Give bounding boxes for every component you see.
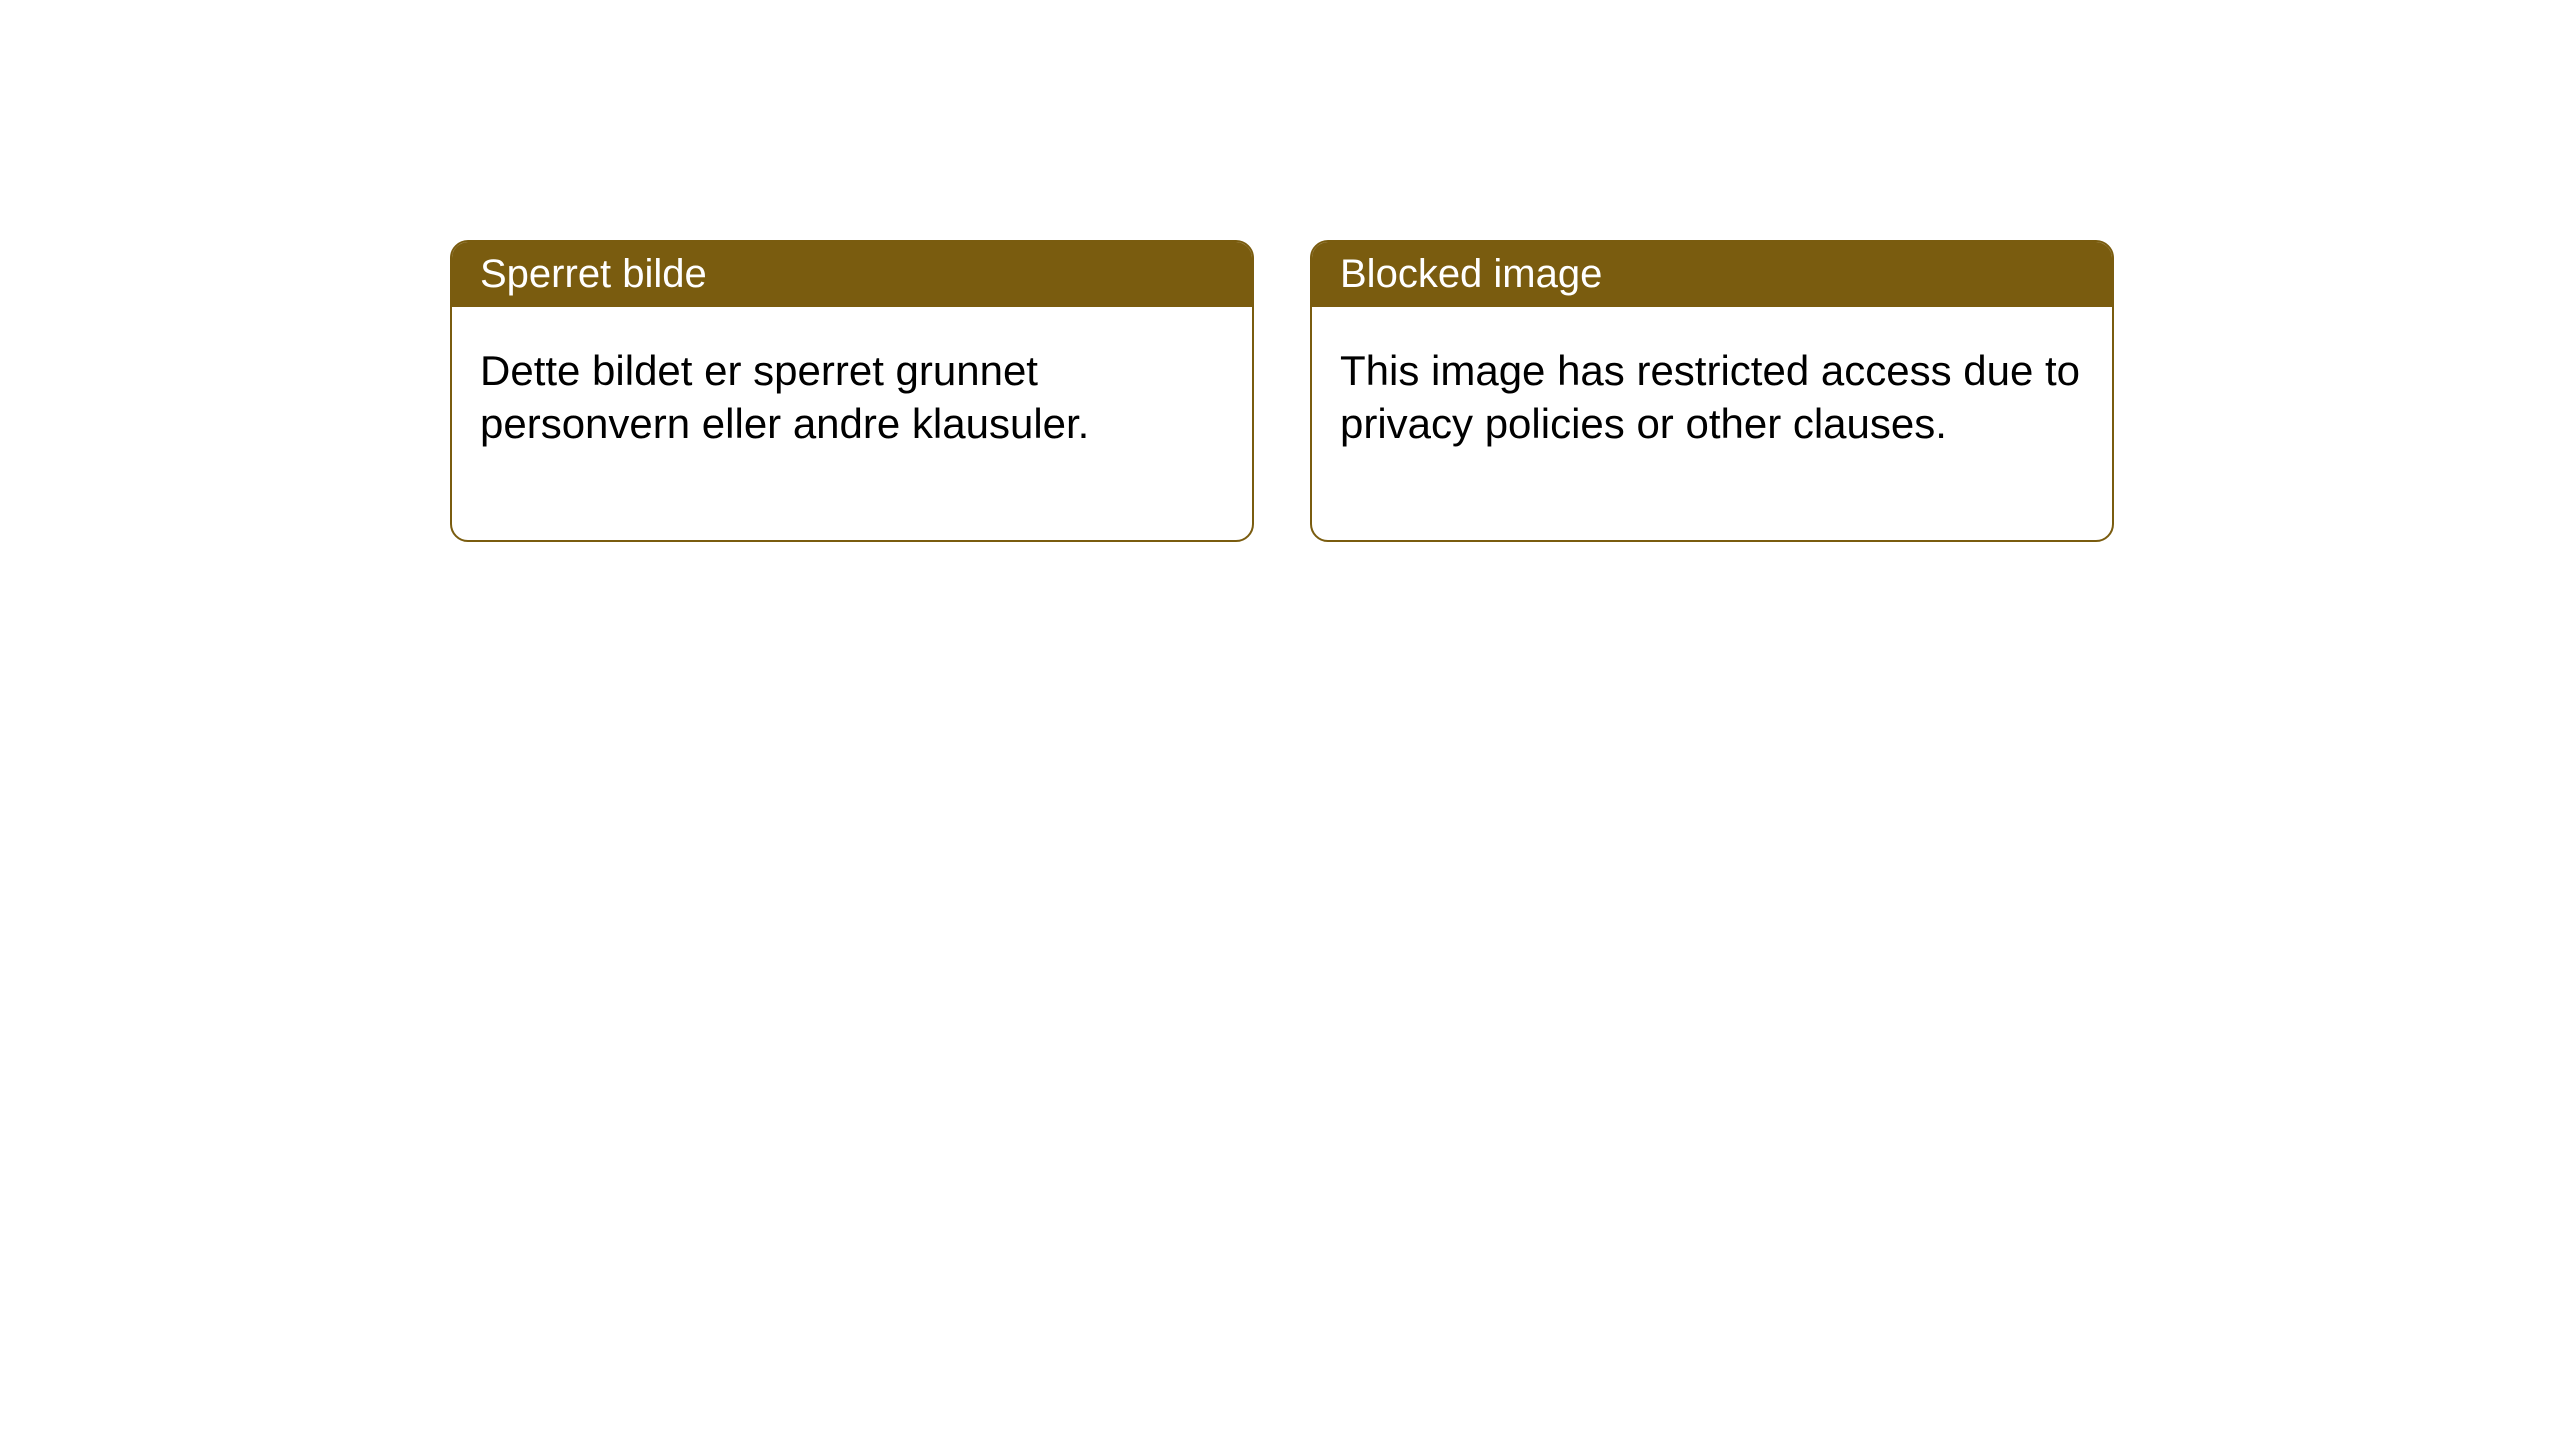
card-body-text: This image has restricted access due to … <box>1340 347 2080 447</box>
notice-cards-container: Sperret bilde Dette bildet er sperret gr… <box>0 0 2560 542</box>
card-header: Sperret bilde <box>452 242 1252 307</box>
card-body-text: Dette bildet er sperret grunnet personve… <box>480 347 1089 447</box>
card-header: Blocked image <box>1312 242 2112 307</box>
card-body: Dette bildet er sperret grunnet personve… <box>452 307 1252 540</box>
card-title: Blocked image <box>1340 252 1602 296</box>
card-body: This image has restricted access due to … <box>1312 307 2112 540</box>
card-title: Sperret bilde <box>480 252 707 296</box>
notice-card-english: Blocked image This image has restricted … <box>1310 240 2114 542</box>
notice-card-norwegian: Sperret bilde Dette bildet er sperret gr… <box>450 240 1254 542</box>
